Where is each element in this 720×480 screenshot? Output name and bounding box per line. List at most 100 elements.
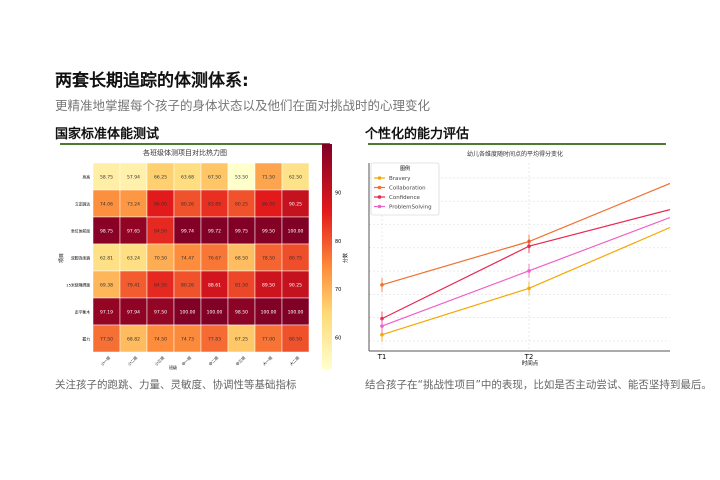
heatmap-cell bbox=[227, 324, 256, 353]
heatmap-cell bbox=[227, 162, 256, 191]
heatmap-cell-value: 97.50 bbox=[154, 310, 167, 316]
heatmap-cell-value: 81.50 bbox=[235, 283, 248, 289]
heatmap-cell bbox=[200, 324, 229, 353]
heatmap-cell-value: 62.50 bbox=[289, 175, 302, 181]
heatmap-cell bbox=[281, 216, 310, 245]
heatmap-cell bbox=[92, 297, 121, 326]
heatmap-cell-value: 86.00 bbox=[262, 202, 275, 208]
heatmap-cell bbox=[254, 270, 283, 299]
heatmap-cell bbox=[173, 324, 202, 353]
heatmap-cell bbox=[227, 270, 256, 299]
heatmap-cell bbox=[92, 216, 121, 245]
heatmap-cell-value: 62.81 bbox=[100, 256, 113, 262]
heatmap-cell bbox=[119, 324, 148, 353]
line-title: 幼儿各维度随时间点的平均得分变化 bbox=[467, 150, 563, 158]
heatmap-cell bbox=[146, 189, 175, 218]
data-point bbox=[380, 316, 384, 321]
legend-marker bbox=[377, 204, 382, 209]
legend-label: Confidence bbox=[389, 195, 421, 201]
right-divider bbox=[368, 143, 666, 145]
x-tick-label: T1 bbox=[377, 353, 387, 361]
heatmap-cell-value: 97.19 bbox=[100, 310, 113, 316]
legend-marker bbox=[377, 176, 382, 180]
heatmap-cell-value: 63.24 bbox=[127, 256, 140, 262]
heatmap-row-label: 走平衡木 bbox=[75, 310, 90, 315]
left-heading: 国家标准体能测试 bbox=[55, 127, 160, 142]
colorbar-tick: 90 bbox=[335, 190, 341, 196]
data-point bbox=[527, 286, 531, 291]
right-caption: 结合孩子在“挑战性项目”中的表现，比如是否主动尝试、能否坚持到最后。 bbox=[365, 379, 712, 391]
heatmap-cell bbox=[146, 216, 175, 245]
heatmap-cell bbox=[227, 189, 256, 218]
heatmap-row-label: 握力 bbox=[82, 337, 90, 342]
heatmap-cell-value: 97.94 bbox=[127, 310, 140, 316]
heatmap-cell bbox=[227, 297, 256, 326]
heatmap-cell bbox=[200, 270, 229, 299]
heatmap-chart: 各班级体测项目对比热力图 身高 58.75 57.94 66.25 63.68 67.50… bbox=[59, 144, 349, 370]
data-point bbox=[380, 283, 384, 287]
heatmap-cell-value: 100.00 bbox=[207, 310, 223, 316]
heatmap-cell bbox=[281, 297, 310, 326]
heatmap-cell bbox=[200, 189, 229, 218]
heatmap-cell bbox=[146, 270, 175, 299]
colorbar-tick: 70 bbox=[335, 287, 341, 293]
heatmap-cell-value: 100.00 bbox=[261, 310, 277, 316]
heatmap-col-label: 小一班 bbox=[100, 355, 112, 367]
heatmap-cell-value: 68.50 bbox=[235, 256, 248, 262]
heatmap-cell bbox=[173, 189, 202, 218]
heatmap-cell bbox=[281, 324, 310, 353]
heatmap-cell-value: 63.68 bbox=[181, 175, 194, 181]
heatmap-cell-value: 100.00 bbox=[180, 310, 196, 316]
legend-title: 图例 bbox=[400, 165, 410, 172]
heatmap-cell-value: 76.67 bbox=[208, 256, 221, 262]
heatmap-cell-value: 80.26 bbox=[181, 202, 194, 208]
colorbar bbox=[322, 144, 332, 369]
heatmap-cell-value: 66.25 bbox=[154, 175, 167, 181]
heatmap-cell bbox=[119, 243, 148, 272]
heatmap-cell-value: 88.61 bbox=[208, 283, 221, 289]
heatmap-cell bbox=[281, 189, 310, 218]
heatmap-row-label: 立定跳远 bbox=[75, 202, 90, 207]
heatmap-row-label: 15米绕障碍跑 bbox=[66, 283, 90, 288]
page-title: 两套长期追踪的体测体系: bbox=[55, 71, 249, 91]
heatmap-cell bbox=[254, 324, 283, 353]
heatmap-cell bbox=[254, 216, 283, 245]
left-caption: 关注孩子的跑跳、力量、灵敏度、协调性等基础指标 bbox=[55, 379, 297, 391]
heatmap-col-label: 中三班 bbox=[235, 355, 247, 367]
heatmap-col-label: 小二班 bbox=[127, 355, 139, 367]
heatmap-cell-value: 86.00 bbox=[154, 202, 167, 208]
heatmap-cell-value: 74.73 bbox=[181, 337, 194, 343]
legend-marker bbox=[377, 195, 382, 199]
line-xlabel: 时间点 bbox=[522, 359, 539, 367]
heatmap-cell bbox=[281, 162, 310, 191]
x-tick-label: T2 bbox=[524, 353, 534, 361]
heatmap-cell bbox=[119, 216, 148, 245]
heatmap-cell bbox=[92, 189, 121, 218]
heatmap-cell-value: 71.50 bbox=[262, 175, 275, 181]
data-point bbox=[380, 324, 384, 328]
heatmap-cell-value: 83.89 bbox=[208, 202, 221, 208]
heatmap-cell-value: 100.00 bbox=[288, 229, 304, 235]
heatmap-cell bbox=[146, 297, 175, 326]
heatmap-cell-value: 90.25 bbox=[289, 202, 302, 208]
heatmap-cell-value: 74.47 bbox=[181, 256, 194, 262]
line-chart: 幼儿各维度随时间点的平均得分变化 T1 T2 图例 Bravery Collaborat… bbox=[368, 150, 670, 367]
heatmap-cell-value: 84.50 bbox=[154, 229, 167, 235]
heatmap-cell bbox=[200, 297, 229, 326]
heatmap-cell-value: 98.75 bbox=[100, 229, 113, 235]
heatmap-cell bbox=[146, 324, 175, 353]
series-line bbox=[381, 209, 670, 320]
heatmap-cell-value: 53.50 bbox=[235, 175, 248, 181]
heatmap-cell-value: 57.94 bbox=[127, 175, 140, 181]
heatmap-cell bbox=[254, 243, 283, 272]
heatmap-cell-value: 68.82 bbox=[127, 337, 140, 343]
legend-marker bbox=[377, 185, 382, 190]
heatmap-cell-value: 99.74 bbox=[181, 229, 194, 235]
heatmap-cell-value: 79.41 bbox=[127, 283, 140, 289]
heatmap-cell bbox=[254, 162, 283, 191]
right-heading: 个性化的能力评估 bbox=[365, 127, 470, 142]
colorbar-tick: 60 bbox=[335, 336, 341, 342]
heatmap-cell-value: 97.65 bbox=[127, 229, 140, 235]
heatmap-row-label: 坐位体前屈 bbox=[71, 229, 90, 234]
heatmap-cell-value: 80.50 bbox=[289, 337, 302, 343]
